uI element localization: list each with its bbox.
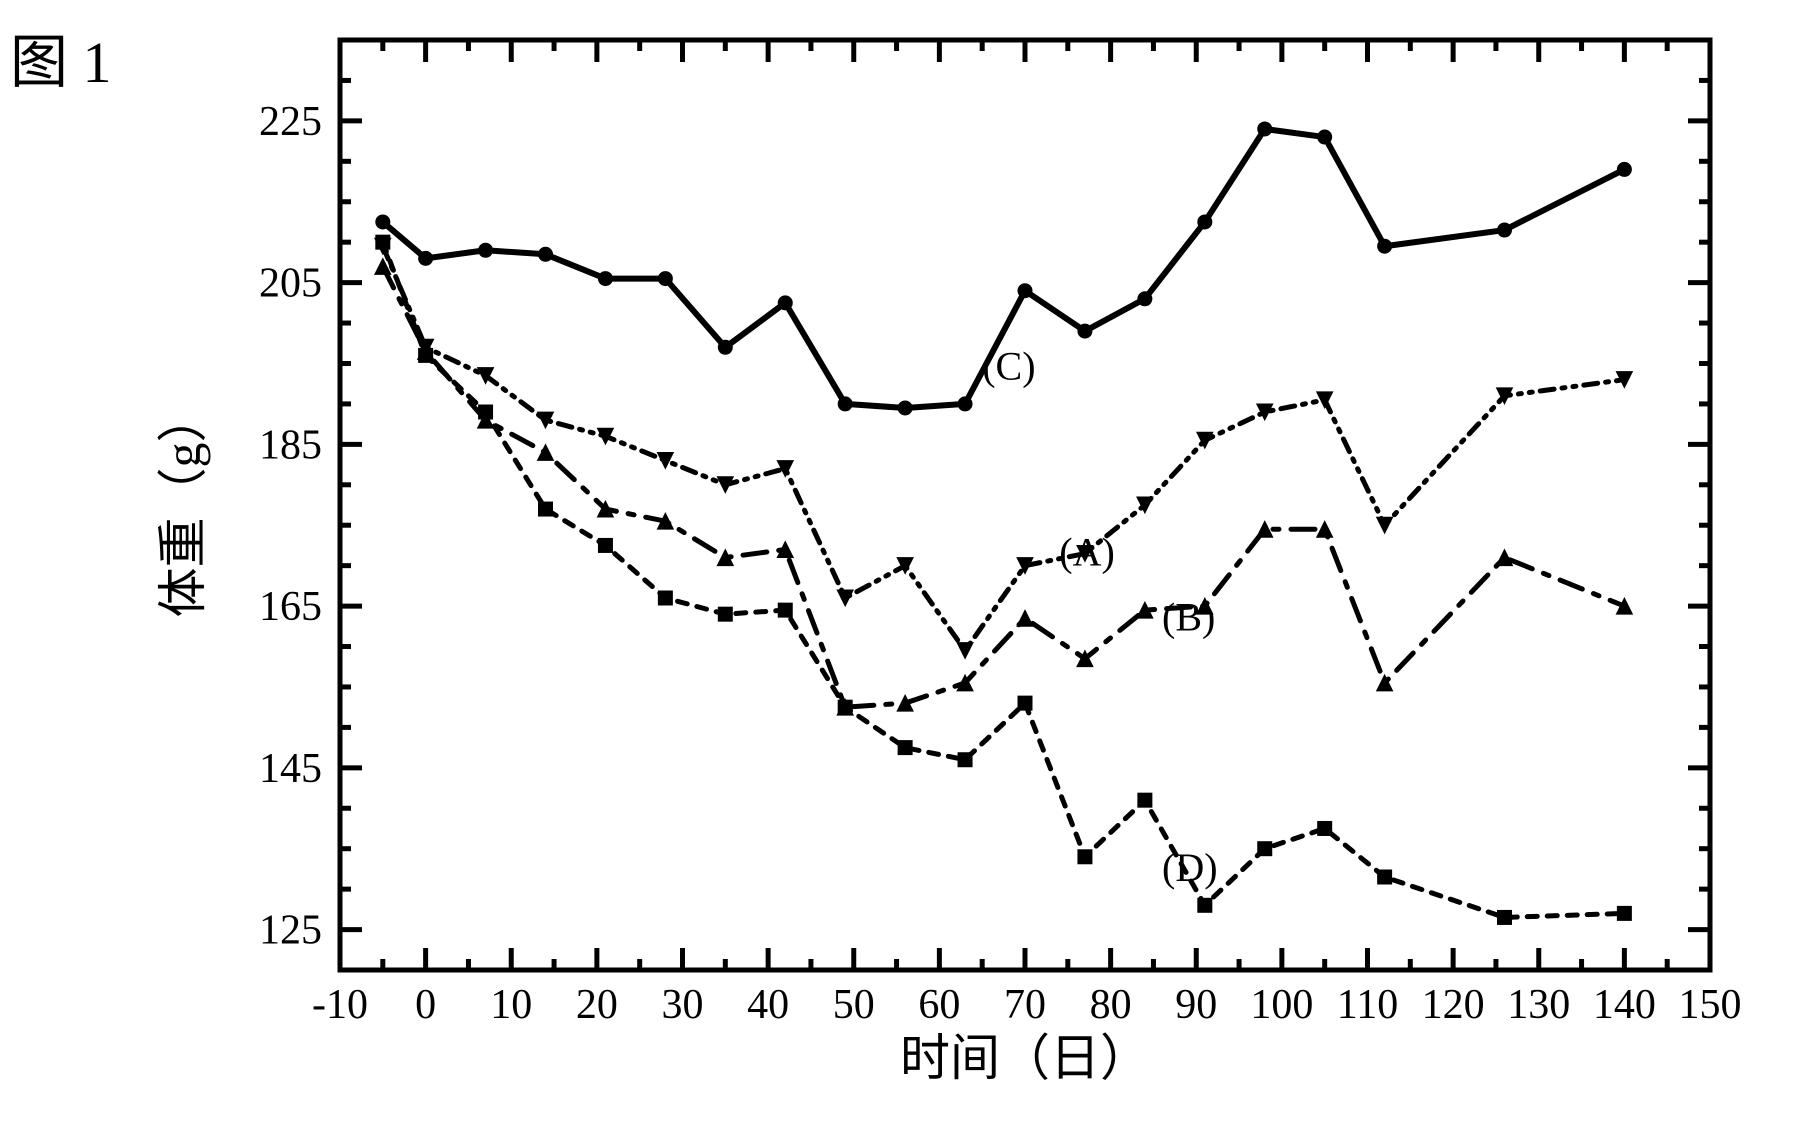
x-tick-label: 100 — [1250, 982, 1313, 1028]
x-tick-label: 40 — [747, 982, 789, 1028]
y-tick-label: 185 — [259, 422, 322, 468]
x-tick-label: 150 — [1679, 982, 1742, 1028]
x-axis-label: 时间（日） — [900, 1030, 1150, 1080]
x-tick-label: 50 — [833, 982, 875, 1028]
series-line-A — [383, 246, 1625, 650]
x-tick-label: 70 — [1004, 982, 1046, 1028]
y-tick-label: 205 — [259, 261, 322, 307]
y-tick-label: 225 — [259, 99, 322, 145]
x-tick-label: 110 — [1337, 982, 1398, 1028]
series-label-A: (A) — [1059, 530, 1115, 575]
series-label-C: (C) — [982, 344, 1035, 389]
x-tick-label: 30 — [662, 982, 704, 1028]
y-tick-label: 125 — [259, 908, 322, 954]
x-tick-label: 10 — [490, 982, 532, 1028]
x-tick-label: 0 — [415, 982, 436, 1028]
x-tick-label: -10 — [312, 982, 368, 1028]
y-tick-label: 145 — [259, 746, 322, 792]
figure-number-label: 图 1 — [10, 15, 112, 99]
series-label-B: (B) — [1162, 594, 1215, 639]
y-tick-label: 165 — [259, 584, 322, 630]
line-chart: -10 0 10 20 30 40 50 60 70 80 90 100 110 120 130 140 150… — [140, 0, 1790, 1080]
y-axis-label: 体重（g） — [155, 393, 211, 618]
x-tick-label: 90 — [1175, 982, 1217, 1028]
x-tick-label: 80 — [1090, 982, 1132, 1028]
x-tick-label: 140 — [1593, 982, 1656, 1028]
x-tick-label: 120 — [1422, 982, 1485, 1028]
x-tick-label: 20 — [576, 982, 618, 1028]
x-tick-label: 60 — [918, 982, 960, 1028]
series-label-D: (D) — [1162, 845, 1218, 890]
x-tick-label: 130 — [1507, 982, 1570, 1028]
